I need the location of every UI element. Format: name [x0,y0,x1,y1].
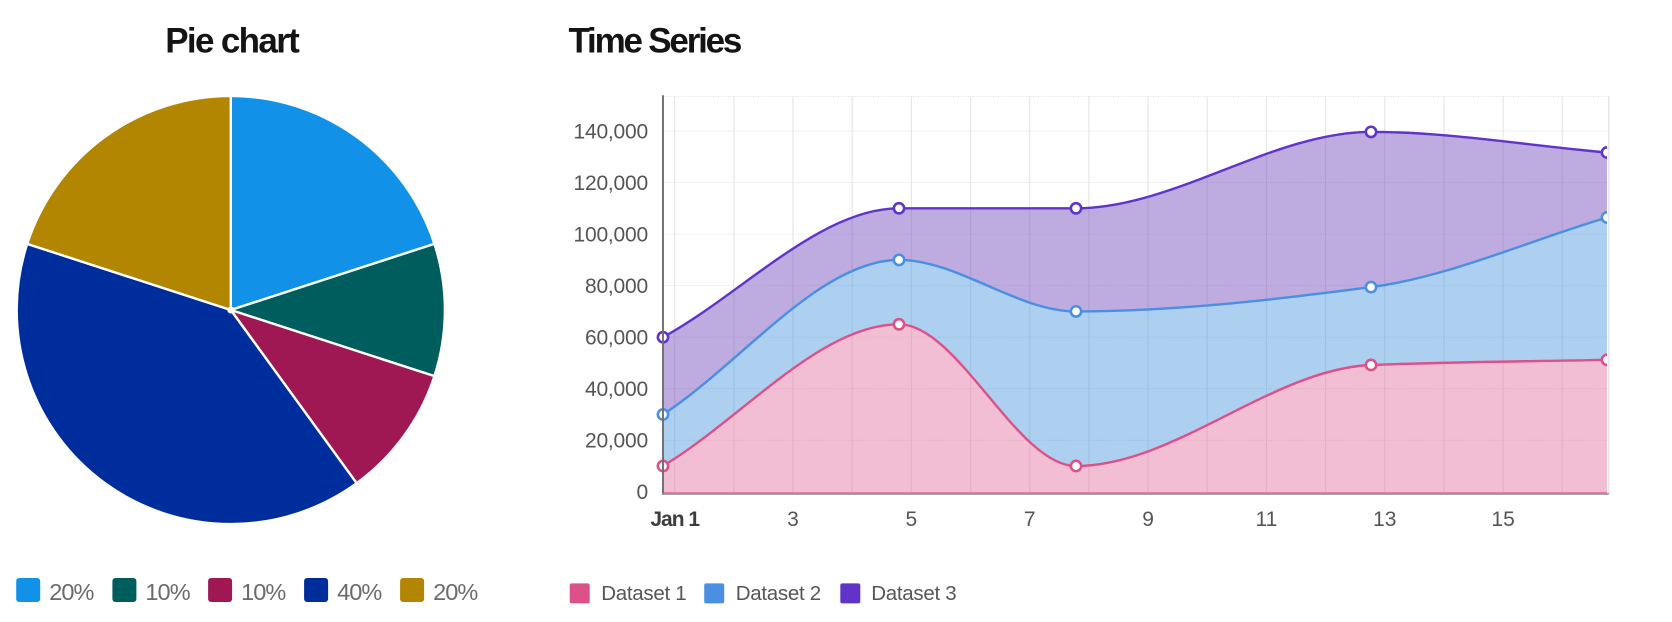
svg-text:100,000: 100,000 [573,223,648,246]
svg-text:20,000: 20,000 [585,430,648,453]
svg-text:Time Series: Time Series [569,21,742,60]
svg-text:80,000: 80,000 [585,275,648,298]
svg-text:120,000: 120,000 [573,172,648,195]
svg-text:10%: 10% [241,579,286,605]
svg-text:20%: 20% [433,579,478,605]
svg-text:13: 13 [1373,508,1396,531]
svg-text:40,000: 40,000 [585,378,648,401]
svg-text:10%: 10% [145,579,190,605]
svg-text:60,000: 60,000 [585,327,648,350]
svg-text:140,000: 140,000 [573,120,648,143]
svg-text:Dataset 3: Dataset 3 [871,582,956,605]
svg-text:9: 9 [1142,508,1154,531]
svg-text:Pie chart: Pie chart [165,21,300,60]
svg-text:Dataset 1: Dataset 1 [601,582,686,605]
svg-text:40%: 40% [337,579,382,605]
svg-text:5: 5 [906,508,918,531]
svg-text:20%: 20% [49,579,94,605]
svg-text:Dataset 2: Dataset 2 [736,582,821,605]
svg-text:Jan 1: Jan 1 [650,508,700,531]
svg-text:11: 11 [1255,508,1277,531]
svg-text:7: 7 [1024,508,1036,531]
svg-text:3: 3 [787,508,799,531]
svg-text:15: 15 [1491,508,1514,531]
svg-text:0: 0 [637,481,648,504]
